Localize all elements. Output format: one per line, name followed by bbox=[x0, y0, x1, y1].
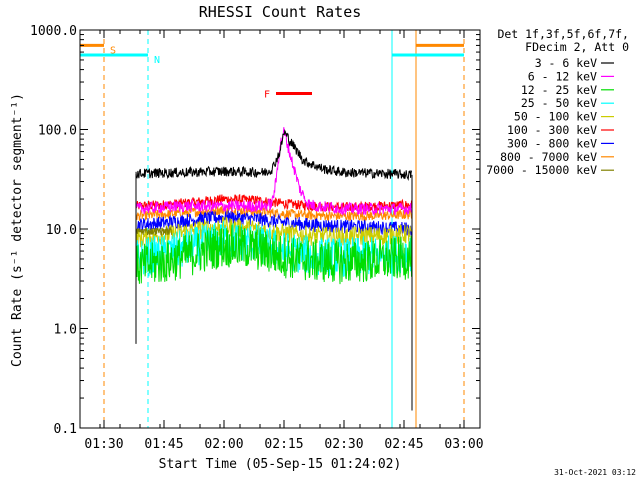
legend-label: 3 - 6 keV bbox=[535, 56, 597, 70]
x-tick-label: 03:00 bbox=[444, 437, 483, 452]
flag-label-s: S bbox=[110, 45, 116, 56]
legend-label: 800 - 7000 keV bbox=[500, 150, 597, 164]
legend-header-1: Det 1f,3f,5f,6f,7f, bbox=[497, 27, 629, 41]
flag-label-n: N bbox=[154, 55, 160, 66]
y-tick-label: 1.0 bbox=[54, 323, 77, 338]
y-tick-label: 100.0 bbox=[38, 124, 77, 139]
series-line-5 bbox=[135, 216, 412, 249]
x-tick-label: 02:45 bbox=[384, 437, 423, 452]
x-tick-label: 01:45 bbox=[144, 437, 183, 452]
legend-label: 100 - 300 keV bbox=[507, 123, 597, 137]
y-tick-label: 0.1 bbox=[54, 422, 77, 437]
series-line-3 bbox=[135, 224, 412, 285]
series-line-2 bbox=[135, 127, 412, 217]
x-tick-label: 02:15 bbox=[264, 437, 303, 452]
legend-label: 7000 - 15000 keV bbox=[486, 163, 597, 177]
y-tick-label: 1000.0 bbox=[30, 24, 77, 39]
y-tick-label: 10.0 bbox=[46, 223, 77, 238]
series-line-9 bbox=[135, 226, 172, 236]
legend-label: 6 - 12 keV bbox=[528, 69, 597, 83]
x-tick-label: 01:30 bbox=[84, 437, 123, 452]
x-tick-label: 02:00 bbox=[204, 437, 243, 452]
chart-title: RHESSI Count Rates bbox=[199, 3, 362, 21]
x-tick-label: 02:30 bbox=[324, 437, 363, 452]
legend-label: 300 - 800 keV bbox=[507, 136, 597, 150]
series-line-1 bbox=[135, 129, 412, 181]
flag-label-f: F bbox=[264, 90, 270, 101]
series-line-7 bbox=[135, 210, 412, 236]
legend-label: 50 - 100 keV bbox=[514, 110, 597, 124]
x-axis-label: Start Time (05-Sep-15 01:24:02) bbox=[159, 457, 402, 472]
legend-header-2: FDecim 2, Att 0 bbox=[525, 40, 629, 54]
y-axis-label: Count Rate (s⁻¹ detector segment⁻¹) bbox=[10, 93, 25, 367]
footer-date: 31-Oct-2021 03:12 bbox=[554, 468, 636, 477]
legend-label: 25 - 50 keV bbox=[521, 96, 597, 110]
legend-label: 12 - 25 keV bbox=[521, 83, 597, 97]
